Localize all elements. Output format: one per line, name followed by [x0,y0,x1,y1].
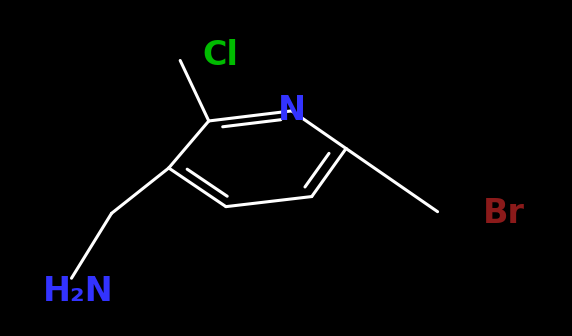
Text: Cl: Cl [202,39,238,72]
Text: Br: Br [483,197,525,230]
Text: H₂N: H₂N [43,275,114,308]
Text: N: N [277,94,306,127]
